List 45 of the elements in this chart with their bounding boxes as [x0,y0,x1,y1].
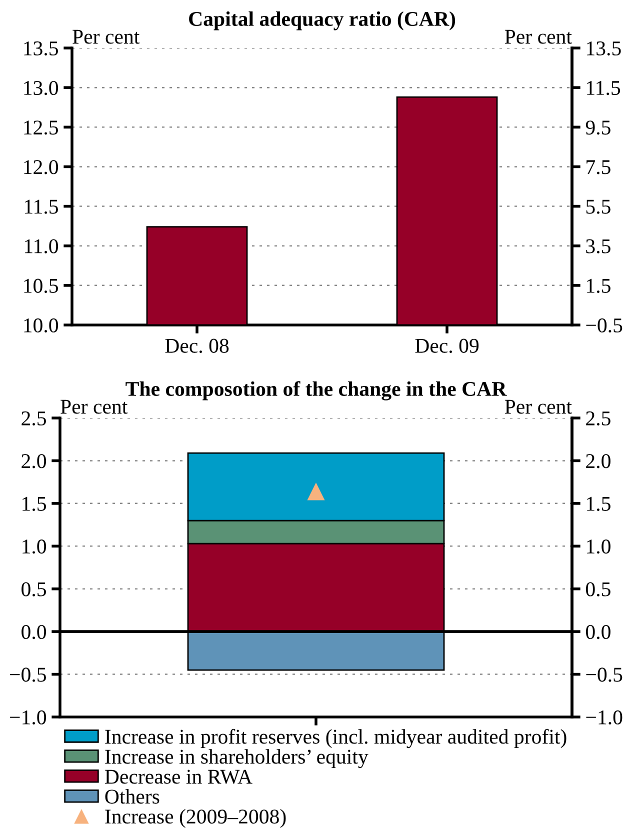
y2-tick-label: 3.5 [586,239,610,254]
legend-label: Others [105,789,160,804]
y-tick-label: 12.5 [24,120,58,135]
chart-title: Capital adequacy ratio (CAR) [189,11,456,30]
y2-tick-label: −1.0 [586,710,622,725]
y-tick-label: 0.0 [22,624,46,640]
y-tick-label: 11.5 [24,200,58,214]
y-tick-label: −0.5 [10,668,46,682]
y-tick-label: 10.0 [24,318,58,333]
x-tick-label: Dec. 09 [415,338,479,353]
y2-tick-label: 2.5 [586,411,610,426]
y2-tick-label: 0.0 [586,624,610,640]
y-tick-label: −1.0 [10,710,46,725]
y-tick-label: 2.0 [22,454,46,468]
y2-tick-label: 1.0 [587,540,610,554]
y2-tick-label: −0.5 [586,668,622,682]
legend-label: Decrease in RWA [105,770,252,784]
y2-tick-label: 11.5 [587,81,620,96]
y-tick-label: 13.0 [24,80,58,96]
y2-tick-label: 7.5 [586,160,610,174]
y2-tick-label: 2.0 [586,454,610,468]
y-tick-label: 0.5 [22,582,46,596]
legend-label: Increase in profit reserves (incl. midyear audited profit) [105,728,566,748]
y-tick-label: 13.5 [24,41,58,56]
legend-label: Increase in shareholders’ equity [105,749,368,768]
y-tick-label: 1.5 [22,496,46,511]
y-tick-label: 11.0 [24,239,58,254]
chart-title: The composotion of the change in the CAR [126,381,507,400]
y-tick-label: 2.5 [22,411,46,426]
y-tick-label: 12.0 [24,160,58,174]
y-tick-label: 10.5 [24,278,58,293]
legend-label: Increase (2009–2008) [105,808,286,828]
y2-tick-label: −0.5 [586,318,622,333]
y-tick-label: 1.0 [22,540,46,554]
y2-tick-label: 5.5 [586,200,610,214]
y2-tick-label: 13.5 [587,41,621,56]
y2-tick-label: 0.5 [586,582,610,596]
y-axis-title: Per cent [60,400,128,414]
y2-tick-label: 9.5 [586,120,610,135]
x-tick-label: Dec. 08 [165,338,229,353]
y2-axis-title: Per cent [504,400,572,414]
y-axis-title: Per cent [72,30,140,44]
y2-tick-label: 1.5 [587,496,610,511]
y2-axis-title: Per cent [504,30,572,44]
y2-tick-label: 1.5 [587,278,610,293]
